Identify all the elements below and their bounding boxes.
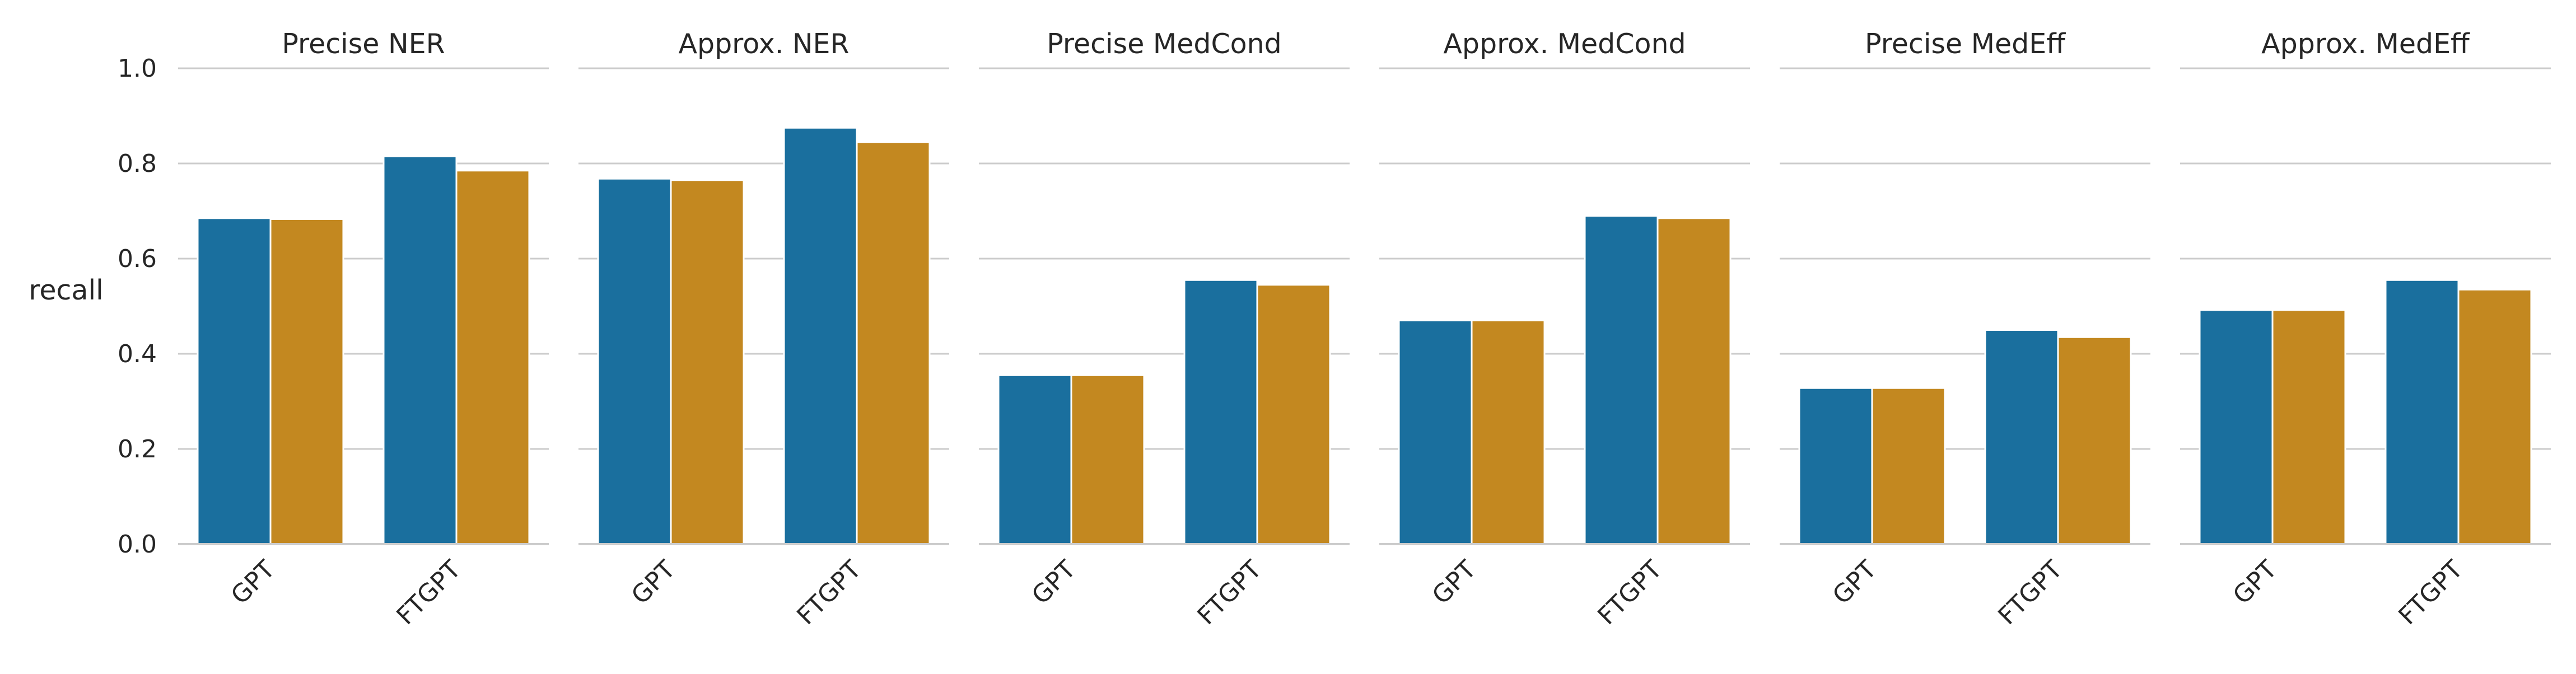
bar <box>1070 374 1145 545</box>
y-tick-label: 0.4 <box>118 340 157 368</box>
chart-panel: Approx. MedCond GPT FTGPT <box>1379 28 1750 630</box>
bar <box>2199 309 2274 545</box>
panel-title: Approx. MedEff <box>2261 28 2470 60</box>
x-tick-label: GPT <box>1026 555 1081 610</box>
x-tick-label: FTGPT <box>2393 555 2468 630</box>
x-tick-label: FTGPT <box>791 555 866 630</box>
chart-panel: Precise MedEff GPT FTGPT <box>1780 28 2150 630</box>
bar <box>1471 320 1546 545</box>
chart-panel: Precise MedCond GPT FTGPT <box>979 28 1350 630</box>
bar <box>2384 279 2460 545</box>
bar <box>1584 215 1659 545</box>
x-tick-label: FTGPT <box>1992 555 2068 630</box>
bar <box>197 217 272 545</box>
chart-panel: Approx. NER GPT FTGPT <box>578 28 949 630</box>
chart-panel: Precise NER GPT FTGPT <box>178 28 549 630</box>
bar <box>783 127 858 545</box>
x-tick-label: GPT <box>2228 555 2283 610</box>
bar <box>997 374 1072 545</box>
panel-title: Precise NER <box>282 28 445 60</box>
bar <box>1256 284 1331 545</box>
x-tick-label: FTGPT <box>1192 555 1267 630</box>
bar <box>1798 387 1873 545</box>
panel-title: Precise MedCond <box>1047 28 1282 60</box>
y-tick-label: 0.2 <box>118 435 157 464</box>
bar <box>382 155 458 545</box>
y-tick-label: 0.6 <box>118 245 157 273</box>
y-tick-label: 0.8 <box>118 149 157 178</box>
bar <box>670 179 745 545</box>
x-tick-label: GPT <box>626 555 681 610</box>
bar <box>2457 288 2532 545</box>
x-tick-label: GPT <box>1827 555 1882 610</box>
x-tick-label: GPT <box>1427 555 1482 610</box>
bar <box>597 177 672 545</box>
bar <box>2057 336 2132 545</box>
x-tick-label: FTGPT <box>391 555 466 630</box>
x-tick-label: FTGPT <box>1592 555 1667 630</box>
panel-title: Precise MedEff <box>1865 28 2066 60</box>
y-tick-label: 0.0 <box>118 530 157 559</box>
panel-title: Approx. NER <box>678 28 849 60</box>
x-tick-label: GPT <box>226 555 281 610</box>
bar <box>856 141 931 545</box>
y-tick-label: 1.0 <box>118 54 157 83</box>
bar <box>269 218 344 545</box>
bar <box>455 170 530 545</box>
bar <box>1656 217 1732 545</box>
bar <box>1183 279 1258 545</box>
bar <box>1984 329 2059 545</box>
y-axis-label: recall <box>29 274 103 306</box>
chart-panel: Approx. MedEff GPT FTGPT <box>2180 28 2551 630</box>
panel-title: Approx. MedCond <box>1443 28 1686 60</box>
bar <box>1871 387 1946 545</box>
bar <box>2271 309 2346 545</box>
bar <box>1398 320 1473 545</box>
